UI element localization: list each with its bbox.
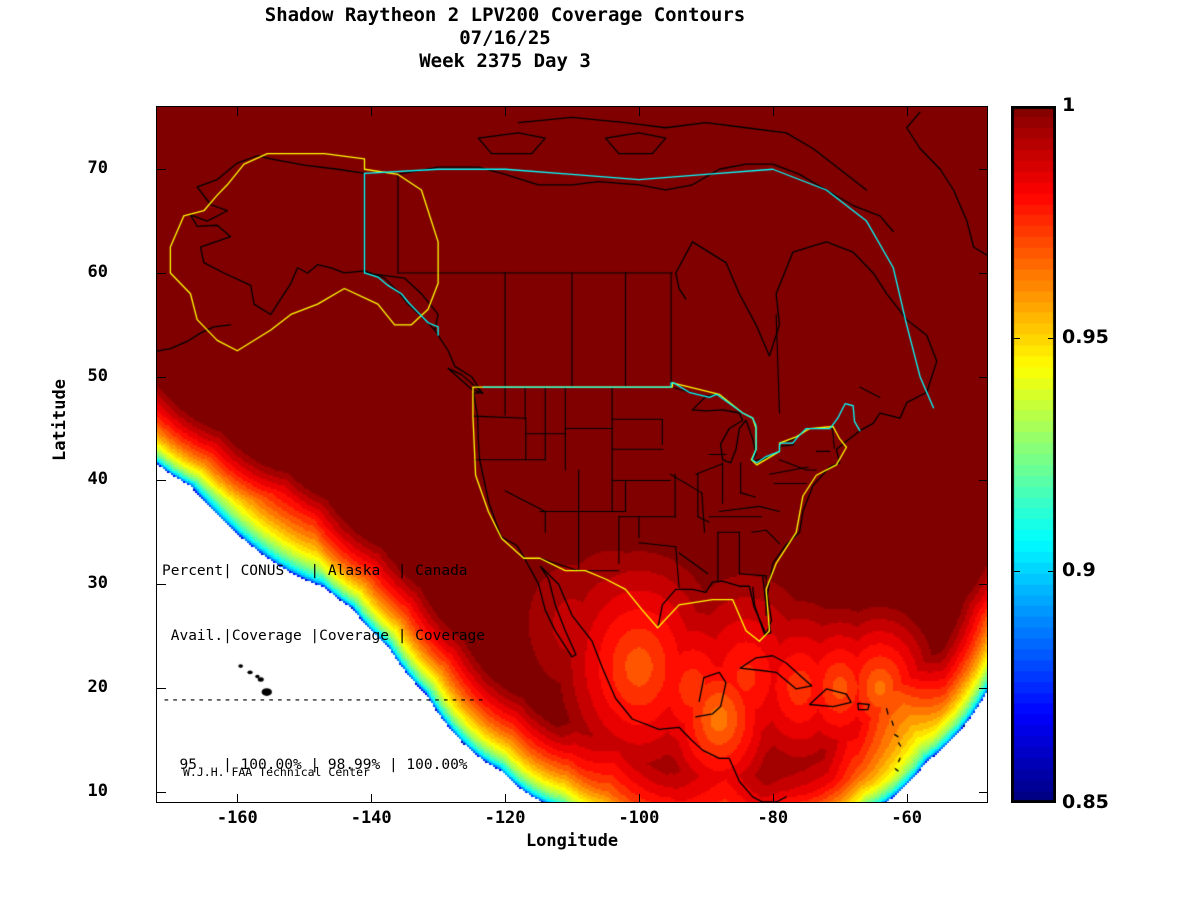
y-tick-mark-right <box>979 791 988 793</box>
y-tick-mark-right <box>979 687 988 689</box>
x-tick-mark <box>237 794 239 803</box>
x-tick-label: -80 <box>757 808 789 828</box>
x-tick-mark-top <box>371 107 373 116</box>
table-header-row-2: Avail.|Coverage |Coverage | Coverage <box>162 627 486 644</box>
y-tick-mark <box>157 272 166 274</box>
title-line-2: 07/16/25 <box>459 27 551 49</box>
y-tick-label: 20 <box>87 676 108 697</box>
x-tick-mark <box>371 794 373 803</box>
y-tick-mark-right <box>979 272 988 274</box>
coverage-contour-map <box>157 107 987 802</box>
y-tick-mark-right <box>979 376 988 378</box>
y-tick-mark-right <box>979 584 988 586</box>
colorbar-tick <box>1012 571 1020 572</box>
x-tick-label: -160 <box>216 808 258 828</box>
x-tick-mark-top <box>772 107 774 116</box>
x-tick-label: -120 <box>484 808 526 828</box>
colorbar-tick <box>1048 571 1056 572</box>
x-tick-mark-top <box>906 107 908 116</box>
y-tick-label: 60 <box>87 261 108 282</box>
colorbar-label: 0.9 <box>1062 558 1096 581</box>
y-tick-mark-right <box>979 169 988 171</box>
y-tick-mark <box>157 480 166 482</box>
coverage-statistics-table: Percent| CONUS | Alaska | Canada Avail.|… <box>162 518 486 802</box>
x-tick-label: -60 <box>891 808 923 828</box>
table-separator: ------------------------------------- <box>162 692 486 708</box>
title-line-1: Shadow Raytheon 2 LPV200 Coverage Contou… <box>264 4 746 26</box>
y-tick-label: 10 <box>87 780 108 801</box>
x-tick-mark-top <box>638 107 640 116</box>
page-title: Shadow Raytheon 2 LPV200 Coverage Contou… <box>0 4 1010 73</box>
y-tick-label: 50 <box>87 365 108 386</box>
y-tick-label: 40 <box>87 469 108 490</box>
x-tick-mark-top <box>237 107 239 116</box>
y-tick-label: 70 <box>87 158 108 179</box>
x-tick-mark <box>638 794 640 803</box>
colorbar-tick <box>1012 338 1020 339</box>
x-tick-mark-top <box>505 107 507 116</box>
colorbar-label: 0.95 <box>1062 326 1109 349</box>
y-tick-mark <box>157 376 166 378</box>
y-tick-mark <box>157 791 166 793</box>
y-tick-mark <box>157 584 166 586</box>
colorbar-tick <box>1048 338 1056 339</box>
colorbar-label: 0.85 <box>1062 791 1109 813</box>
colorbar <box>1011 106 1056 803</box>
colorbar-gradient <box>1011 106 1056 803</box>
table-header-row-1: Percent| CONUS | Alaska | Canada <box>162 563 468 579</box>
x-tick-mark <box>906 794 908 803</box>
x-tick-mark <box>772 794 774 803</box>
table-row: 95 | 100.00% | 98.99% | 100.00% <box>162 756 468 773</box>
y-tick-mark-right <box>979 480 988 482</box>
y-tick-mark <box>157 687 166 689</box>
x-tick-label: -140 <box>350 808 392 828</box>
y-axis-title: Latitude <box>50 379 70 461</box>
map-plot-area: Percent| CONUS | Alaska | Canada Avail.|… <box>156 106 988 803</box>
credit-line-1: W.J.H. FAA Technical Center <box>183 765 370 779</box>
x-axis-title: Longitude <box>525 831 619 851</box>
y-tick-label: 30 <box>87 573 108 594</box>
credit-text: W.J.H. FAA Technical Center WAAS Test Te… <box>183 737 370 802</box>
x-tick-mark <box>505 794 507 803</box>
y-tick-mark <box>157 169 166 171</box>
title-line-3: Week 2375 Day 3 <box>419 50 591 72</box>
colorbar-label: 1 <box>1062 94 1076 116</box>
x-tick-label: -100 <box>618 808 660 828</box>
